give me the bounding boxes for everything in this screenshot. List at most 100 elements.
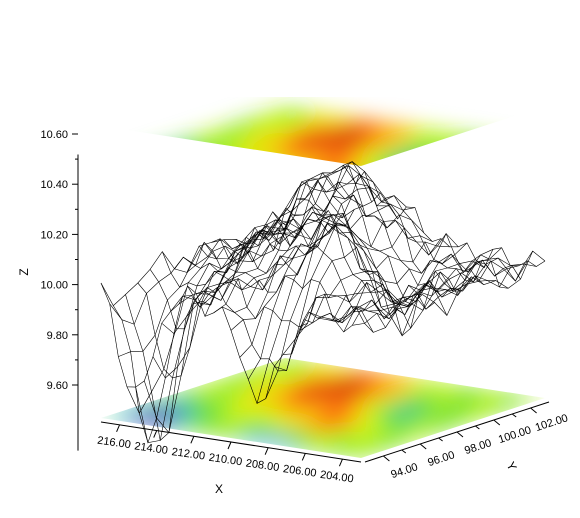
contour-cell	[406, 130, 421, 134]
contour-cell	[335, 367, 350, 371]
contour-cell	[286, 392, 301, 396]
contour-cell	[478, 138, 493, 142]
contour-cell	[403, 410, 418, 414]
contour-cell	[242, 149, 257, 153]
mesh-line-x	[178, 181, 364, 305]
contour-cell	[409, 433, 424, 437]
contour-cell	[229, 420, 244, 424]
contour-cell	[415, 434, 430, 438]
contour-cell	[275, 114, 290, 118]
contour-cell	[341, 371, 356, 375]
contour-cell	[378, 152, 393, 156]
contour-cell	[270, 419, 285, 423]
contour-cell	[386, 127, 401, 131]
contour-cell	[300, 413, 315, 417]
contour-cell	[422, 413, 437, 417]
contour-cell	[243, 378, 258, 382]
contour-cell	[387, 124, 402, 128]
contour-cell	[177, 139, 192, 143]
contour-cell	[308, 407, 323, 411]
contour-cell	[449, 395, 464, 399]
contour-cell	[243, 419, 258, 423]
contour-cell	[383, 389, 398, 393]
contour-cell	[180, 151, 195, 155]
contour-cell	[460, 153, 475, 157]
mesh-line-x	[222, 187, 407, 313]
contour-cell	[340, 415, 355, 419]
contour-cell	[210, 395, 225, 399]
contour-cell	[507, 153, 522, 157]
contour-cell	[220, 135, 235, 139]
contour-cell	[367, 143, 382, 147]
contour-cell	[414, 169, 428, 173]
contour-cell	[256, 380, 271, 384]
contour-cell	[277, 358, 292, 362]
contour-cell	[227, 154, 242, 158]
contour-cell	[169, 415, 184, 419]
contour-cell	[173, 176, 187, 180]
contour-cell	[251, 435, 266, 439]
contour-cell	[386, 441, 401, 445]
contour-cell	[227, 383, 242, 387]
contour-cell	[413, 401, 428, 405]
contour-cell	[289, 363, 304, 367]
contour-cell	[195, 419, 210, 423]
contour-cell	[268, 153, 283, 157]
contour-cell	[204, 391, 219, 395]
contour-cell	[339, 146, 354, 150]
contour-cell	[272, 143, 287, 147]
contour-cell	[226, 387, 241, 391]
contour-cell	[212, 159, 227, 163]
contour-cell	[236, 171, 250, 175]
contour-cell	[238, 433, 253, 437]
contour-cell	[325, 147, 340, 151]
contour-cell	[366, 169, 380, 173]
contour-cell	[208, 380, 223, 384]
contour-cell	[352, 439, 367, 443]
contour-cell	[450, 141, 465, 145]
contour-cell	[359, 440, 374, 444]
contour-cell	[298, 398, 313, 402]
contour-cell	[475, 148, 490, 152]
contour-cell	[171, 408, 186, 412]
contour-cell	[175, 146, 190, 150]
contour-cell	[516, 147, 531, 151]
contour-cell	[467, 402, 482, 406]
contour-cell	[199, 386, 214, 390]
contour-cell	[338, 127, 353, 131]
contour-cell	[180, 424, 195, 428]
contour-cell	[210, 144, 225, 148]
contour-cell	[285, 186, 299, 190]
contour-cell	[425, 178, 439, 182]
contour-cell	[297, 150, 312, 154]
contour-cell	[258, 122, 273, 126]
mesh-line-y	[149, 243, 411, 330]
contour-cell	[523, 399, 538, 403]
contour-cell	[437, 161, 452, 165]
contour-cell	[288, 426, 303, 430]
contour-cell	[230, 417, 245, 421]
contour-cell	[291, 378, 306, 382]
contour-cell	[517, 144, 532, 148]
contour-cell	[476, 145, 491, 149]
contour-cell	[448, 148, 463, 152]
contour-cell	[331, 421, 346, 425]
contour-cell	[231, 162, 246, 166]
contour-cell	[332, 377, 347, 381]
contour-cell	[271, 124, 286, 128]
contour-cell	[223, 146, 238, 150]
contour-cell	[484, 412, 499, 416]
contour-cell	[251, 416, 266, 420]
contour-cell	[347, 372, 362, 376]
contour-cell	[161, 170, 175, 174]
contour-cell	[461, 401, 476, 405]
contour-cell	[428, 145, 443, 149]
contour-cell	[397, 136, 412, 140]
contour-cell	[240, 407, 255, 411]
contour-cell	[323, 405, 338, 409]
contour-cell	[190, 392, 205, 396]
contour-cell	[244, 187, 258, 191]
contour-cell	[350, 155, 365, 159]
contour-cell	[395, 394, 410, 398]
contour-cell	[220, 176, 234, 180]
